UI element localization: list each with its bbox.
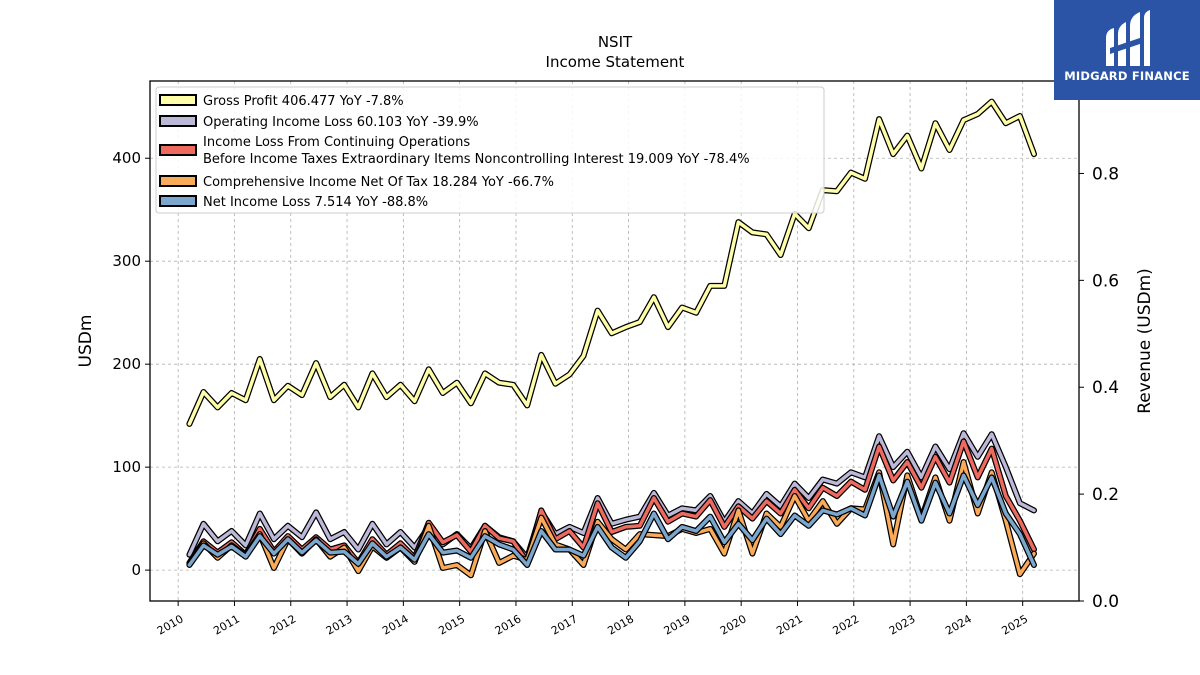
x-tick-label: 2020	[718, 612, 749, 637]
y2-tick-label: 0.8	[1092, 164, 1119, 184]
legend-label: Comprehensive Income Net Of Tax 18.284 Y…	[203, 175, 554, 190]
logo-text: MIDGARD FINANCE	[1064, 69, 1190, 83]
legend-label: Before Income Taxes Extraordinary Items …	[203, 152, 750, 167]
legend-label: Gross Profit 406.477 YoY -7.8%	[203, 94, 404, 109]
y-tick-label: 200	[112, 355, 141, 373]
chart-subtitle: Income Statement	[546, 53, 685, 71]
legend-item: Operating Income Loss 60.103 YoY -39.9%	[159, 115, 479, 130]
y-axis-label: USDm	[76, 315, 96, 368]
plot-frame	[149, 80, 1080, 602]
y2-axis-label: Revenue (USDm)	[1135, 268, 1155, 414]
y-tick-label: 300	[112, 252, 141, 270]
x-tick-label: 2021	[774, 612, 805, 637]
y-tick-label: 100	[112, 458, 141, 476]
x-tick-label: 2015	[436, 612, 467, 637]
legend-label: Income Loss From Continuing Operations	[203, 135, 470, 150]
x-tick-label: 2014	[380, 612, 411, 637]
legend-label: Operating Income Loss 60.103 YoY -39.9%	[203, 115, 479, 130]
legend-item: Gross Profit 406.477 YoY -7.8%	[159, 94, 404, 109]
y2-axis: 0.0 0.2 0.4 0.6 0.8	[1079, 164, 1119, 612]
y-tick-label: 400	[112, 149, 141, 167]
y2-tick-label: 0.4	[1092, 378, 1119, 398]
legend-swatch	[159, 175, 197, 187]
y2-tick-label: 0.0	[1092, 592, 1119, 612]
legend-swatch	[159, 115, 197, 127]
legend-item: Net Income Loss 7.514 YoY -88.8%	[159, 195, 428, 210]
x-tick-label: 2023	[887, 612, 918, 637]
series-line	[187, 473, 1036, 567]
series-layer	[186, 98, 1037, 579]
x-axis: 2010 2011 2012 2013 2014 2015 2016 2017 2018 2019…	[155, 601, 1030, 638]
y2-tick-label: 0.2	[1092, 485, 1119, 505]
legend-swatch	[159, 94, 197, 106]
midgard-logo-icon	[1106, 10, 1150, 66]
x-tick-label: 2024	[943, 612, 974, 637]
legend-label: Net Income Loss 7.514 YoY -88.8%	[203, 195, 428, 210]
x-tick-label: 2016	[493, 612, 524, 637]
series-1	[186, 98, 1037, 427]
series-4	[186, 459, 1037, 579]
series-2	[186, 430, 1037, 561]
legend: Gross Profit 406.477 YoY -7.8% Operating …	[155, 86, 825, 214]
series-line	[187, 99, 1036, 426]
y-tick-label: 0	[131, 561, 141, 579]
x-tick-label: 2019	[662, 612, 693, 637]
x-tick-label: 2011	[211, 612, 242, 637]
y2-tick-label: 0.6	[1092, 271, 1119, 291]
legend-item: Comprehensive Income Net Of Tax 18.284 Y…	[159, 175, 554, 190]
legend-item: Income Loss From Continuing Operations Be…	[159, 135, 750, 167]
x-tick-label: 2017	[549, 612, 580, 637]
legend-swatch	[159, 144, 197, 156]
legend-swatch	[159, 195, 197, 207]
x-tick-label: 2012	[268, 612, 299, 637]
x-tick-label: 2025	[999, 612, 1030, 637]
x-tick-label: 2018	[605, 612, 636, 637]
chart-title: NSIT	[598, 33, 633, 51]
y-axis: 0 100 200 300 400	[112, 149, 150, 579]
x-tick-label: 2010	[155, 612, 186, 637]
series-5	[186, 472, 1037, 568]
legend-box	[155, 86, 825, 214]
x-tick-label: 2013	[324, 612, 355, 637]
series-line	[187, 460, 1036, 578]
x-tick-label: 2022	[831, 612, 862, 637]
brand-logo: MIDGARD FINANCE	[1054, 0, 1200, 100]
series-line	[187, 431, 1036, 560]
